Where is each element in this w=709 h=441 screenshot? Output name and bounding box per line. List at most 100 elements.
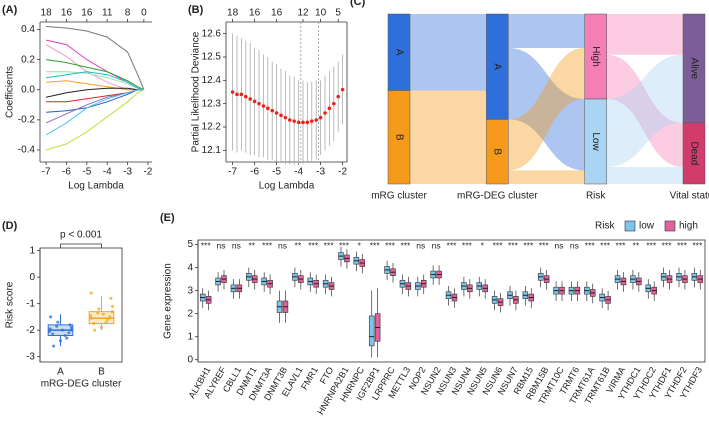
coef-path: [45, 89, 145, 151]
jitter-point: [67, 331, 71, 335]
panel-label: (D): [2, 220, 18, 232]
y-tick-label: 2: [187, 308, 193, 319]
significance: ***: [677, 240, 688, 250]
deviance-point: [274, 111, 279, 115]
significance: ***: [646, 240, 657, 250]
significance: ns: [570, 240, 579, 250]
significance: ns: [555, 240, 564, 250]
coef-path: [46, 59, 145, 91]
significance: *: [358, 240, 362, 250]
sig-bracket: [60, 243, 102, 248]
y-tick-label: 0.4: [21, 24, 35, 35]
x-tick-label: -3: [316, 167, 325, 178]
x-tick-label: -2: [338, 167, 347, 178]
x-axis-label: Log Lambda: [68, 181, 124, 192]
significance: ***: [692, 240, 703, 250]
significance: **: [295, 240, 302, 250]
x2-tick-label: 16: [249, 8, 261, 19]
y-tick-label: -1: [26, 298, 35, 309]
node-label: Low: [590, 132, 601, 151]
deviance-point: [288, 118, 292, 122]
coef-path: [46, 26, 145, 90]
deviance-point: [336, 94, 341, 99]
jitter-point: [96, 311, 100, 315]
stage-label: mRG-DEG cluster: [457, 191, 538, 202]
significance: ns: [232, 240, 241, 250]
deviance-point: [261, 104, 266, 108]
significance: ***: [585, 240, 596, 250]
node: [584, 98, 607, 185]
x2-tick-label: 5: [335, 8, 341, 19]
y-tick-label: 5: [187, 239, 193, 250]
y-tick-label: 12.5: [202, 52, 222, 63]
y-tick-label: 12.3: [202, 98, 222, 109]
x-tick-label: -5: [82, 167, 91, 178]
flow: [508, 48, 585, 171]
p-value: p < 0.001: [60, 230, 102, 241]
jitter-point: [110, 304, 114, 308]
flow: [508, 14, 585, 48]
flow: [410, 90, 487, 120]
deviance-point: [244, 94, 248, 99]
x2-tick-label: 12: [297, 8, 309, 19]
significance: ***: [400, 240, 411, 250]
significance: ns: [432, 240, 441, 250]
coef-path: [45, 89, 144, 124]
deviance-point: [270, 108, 275, 113]
x-tick-label: -6: [62, 167, 71, 178]
legend-swatch: [664, 220, 676, 232]
x-tick-label: -4: [103, 167, 112, 178]
significance: ***: [523, 240, 534, 250]
jitter-point: [52, 344, 56, 348]
significance: ***: [462, 240, 473, 250]
deviance-point: [310, 119, 314, 123]
y-tick-label: -3: [26, 351, 35, 362]
jitter-point: [69, 326, 73, 330]
deviance-point: [314, 118, 319, 122]
y-tick-label: 0.0: [21, 84, 35, 95]
x-axis-label: Log Lambda: [259, 181, 315, 192]
flow: [606, 14, 683, 55]
deviance-point: [235, 92, 239, 97]
jitter-point: [56, 320, 60, 324]
y-tick-label: 1: [29, 245, 35, 256]
x-tick-label: A: [57, 367, 64, 378]
significance: ***: [385, 240, 396, 250]
deviance-point: [239, 92, 244, 97]
jitter-point: [55, 324, 59, 328]
panel-label: (E): [160, 212, 175, 224]
legend-swatch: [624, 220, 636, 232]
node: [387, 90, 411, 185]
y-tick-label: 0: [187, 354, 193, 365]
x-tick-label: -6: [250, 167, 259, 178]
panel-label: (A): [2, 4, 18, 16]
significance: ns: [217, 240, 226, 250]
deviance-point: [340, 87, 345, 92]
significance: ***: [662, 240, 673, 250]
y-tick-label: 0.2: [21, 54, 35, 65]
x2-tick-label: 16: [271, 8, 283, 19]
x2-tick-label: 11: [102, 8, 113, 19]
deviance-point: [252, 99, 257, 104]
deviance-point: [323, 111, 327, 115]
significance: **: [633, 240, 640, 250]
x-axis-label: mRG-DEG cluster: [41, 379, 122, 390]
x2-tick-label: 0: [141, 8, 147, 19]
x-tick-label: -7: [228, 167, 237, 178]
y-tick-label: 3: [187, 285, 193, 296]
plot-frame: [197, 239, 706, 363]
y-tick-label: 12.2: [202, 122, 222, 133]
jitter-point: [97, 307, 101, 311]
significance: ***: [324, 240, 335, 250]
flow: [606, 54, 683, 167]
flow: [410, 14, 487, 91]
deviance-point: [266, 106, 270, 111]
x2-tick-label: 16: [61, 8, 73, 19]
y-tick-label: -0.4: [18, 145, 36, 156]
deviance-point: [305, 120, 310, 125]
deviance-point: [279, 113, 283, 118]
x-tick-label: -7: [42, 167, 51, 178]
panel-label: (B): [188, 4, 204, 16]
node-label: B: [393, 134, 404, 141]
stage-label: Vital status: [670, 191, 709, 202]
